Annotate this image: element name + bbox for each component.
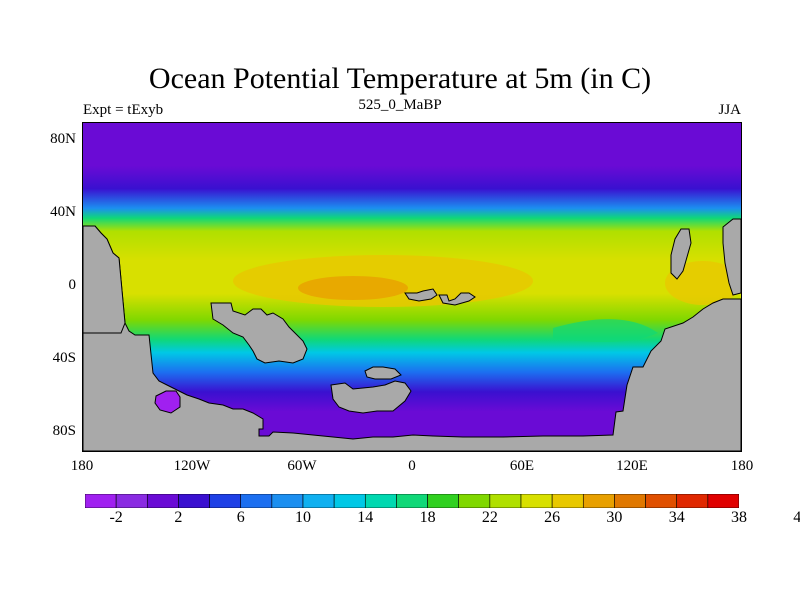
colorbar-box (614, 494, 646, 508)
colorbar-label: 18 (419, 509, 436, 526)
season-label: JJA (718, 102, 741, 118)
colorbar-box (645, 494, 678, 508)
colorbar-box (240, 494, 273, 508)
lat-label: 0 (68, 277, 77, 293)
colorbar-label: 42 (793, 509, 800, 526)
color-legend (85, 494, 739, 508)
lon-label: 180 (70, 458, 94, 474)
east-strip (670, 228, 692, 280)
colorbar-box (209, 494, 242, 508)
cool-tongue (553, 319, 658, 342)
equatorial-island (404, 288, 438, 302)
warm-core (298, 276, 408, 300)
colorbar-label: 14 (357, 509, 374, 526)
map-canvas (83, 123, 741, 451)
colorbar-label: 30 (606, 509, 623, 526)
colorbar-label: 38 (731, 509, 747, 526)
colorbar-box (396, 494, 428, 508)
southern-land (83, 225, 741, 451)
lat-label: 40S (52, 350, 76, 366)
lat-label: 80S (52, 423, 76, 439)
lon-label: 0 (408, 458, 416, 474)
lat-label: 40N (50, 204, 76, 220)
colorbar-box (85, 494, 117, 508)
purple-bay (154, 390, 181, 414)
colorbar-box (489, 494, 522, 508)
lon-label: 120E (616, 458, 648, 474)
colorbar-box (115, 494, 148, 508)
lon-label: 60E (509, 458, 535, 474)
colorbar-box (178, 494, 210, 508)
colorbar-box (302, 494, 335, 508)
colorbar-box (582, 494, 615, 508)
colorbar-box (458, 494, 491, 508)
colorbar-box (364, 494, 397, 508)
colorbar-box (427, 494, 460, 508)
continent-west (210, 302, 308, 364)
colorbar-label: 6 (236, 509, 245, 526)
colorbar-box (271, 494, 304, 508)
islet-south (364, 366, 402, 380)
temperature-map (82, 122, 742, 452)
colorbar-box (333, 494, 366, 508)
map-title: Ocean Potential Temperature at 5m (in C) (148, 62, 652, 95)
equatorial-island-2 (438, 292, 476, 306)
west-continent (83, 225, 126, 334)
lon-label: 180 (730, 458, 754, 474)
colorbar-box (676, 494, 709, 508)
experiment-label: Expt = tExyb (83, 102, 164, 118)
lat-label: 80N (50, 131, 76, 147)
colorbar-label: -2 (109, 509, 123, 526)
lon-label: 60W (287, 458, 317, 474)
land-masses (83, 218, 741, 451)
colorbar-label: 26 (544, 509, 561, 526)
period-label: 525_0_MaBP (358, 97, 442, 113)
island-south (330, 380, 412, 414)
colorbar-box (146, 494, 179, 508)
warm-pool-east (665, 261, 741, 305)
colorbar-label: 10 (295, 509, 311, 526)
colorbar-box (551, 494, 584, 508)
colorbar-box (520, 494, 553, 508)
east-land (722, 218, 741, 296)
lon-label: 120W (173, 458, 211, 474)
colorbar-label: 2 (174, 509, 183, 526)
colorbar-label: 22 (481, 509, 498, 526)
colorbar-box (707, 494, 739, 508)
colorbar-label: 34 (668, 509, 685, 526)
